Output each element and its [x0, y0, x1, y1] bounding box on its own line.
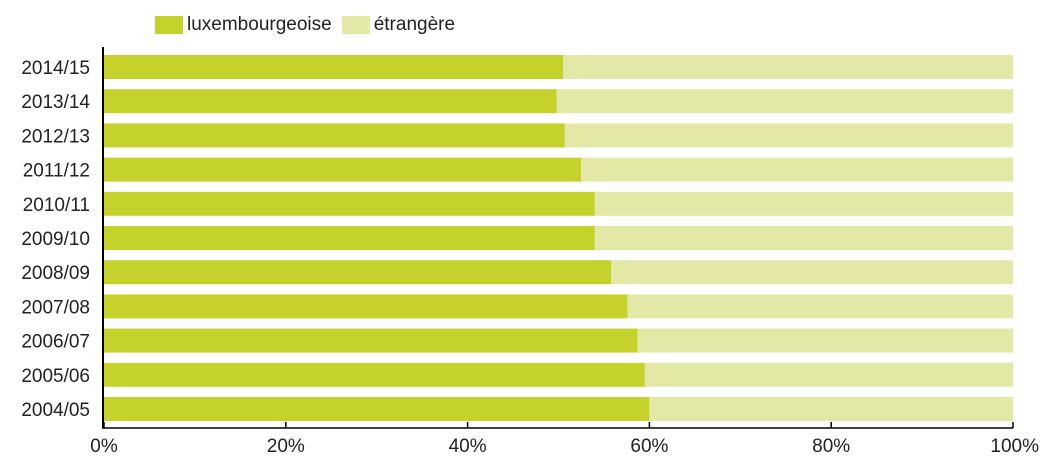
y-tick-label: 2005/06 [21, 366, 90, 387]
bar-etrangere-2011-12 [581, 157, 1013, 182]
bar-luxembourgeoise-2007-08 [104, 294, 628, 319]
legend-label-luxembourgeoise: luxembourgeoise [187, 14, 332, 35]
x-tick-label: 100% [990, 436, 1039, 457]
bar-etrangere-2013-14 [556, 89, 1013, 114]
bar-luxembourgeoise-2009-10 [104, 226, 595, 250]
y-tick-label: 2014/15 [21, 58, 90, 79]
y-tick-label: 2013/14 [21, 92, 90, 113]
bar-etrangere-2004-05 [649, 397, 1013, 421]
bar-luxembourgeoise-2013-14 [104, 89, 557, 114]
y-tick-label: 2008/09 [21, 263, 90, 284]
y-tick-label: 2009/10 [21, 229, 90, 250]
legend-label-etrangere: étrangère [373, 14, 456, 35]
x-tick-label: 60% [630, 436, 668, 457]
legend-swatch-etrangere [341, 16, 370, 34]
bar-etrangere-2006-07 [637, 328, 1013, 353]
bar-luxembourgeoise-2011-12 [104, 157, 582, 182]
y-tick-label: 2007/08 [21, 297, 90, 318]
bar-etrangere-2012-13 [564, 123, 1013, 148]
bar-etrangere-2014-15 [563, 55, 1013, 79]
legend-item-etrangere: étrangère [341, 14, 456, 36]
x-tick-label: 80% [812, 436, 850, 457]
y-tick-label: 2006/07 [21, 332, 90, 353]
legend: luxembourgeoise étrangère [155, 14, 465, 36]
bar-luxembourgeoise-2010-11 [104, 191, 595, 216]
y-tick-label: 2004/05 [21, 400, 90, 421]
bar-luxembourgeoise-2006-07 [104, 328, 638, 353]
bar-luxembourgeoise-2014-15 [104, 55, 564, 79]
bar-luxembourgeoise-2005-06 [104, 362, 645, 387]
x-tick-label: 20% [267, 436, 305, 457]
legend-swatch-luxembourgeoise [155, 16, 183, 34]
x-tick-label: 0% [90, 436, 118, 457]
bar-luxembourgeoise-2012-13 [104, 123, 565, 148]
legend-item-luxembourgeoise: luxembourgeoise [155, 14, 332, 36]
y-tick-label: 2011/12 [23, 161, 90, 182]
bar-etrangere-2010-11 [594, 191, 1013, 216]
bar-etrangere-2008-09 [611, 260, 1013, 285]
bar-etrangere-2009-10 [594, 226, 1013, 250]
bar-luxembourgeoise-2008-09 [104, 260, 612, 285]
y-tick-label: 2012/13 [21, 126, 90, 147]
bar-etrangere-2007-08 [627, 294, 1013, 319]
bar-etrangere-2005-06 [644, 362, 1013, 387]
x-tick-label: 40% [449, 436, 487, 457]
bar-luxembourgeoise-2004-05 [104, 397, 650, 421]
y-tick-label: 2010/11 [23, 195, 90, 216]
